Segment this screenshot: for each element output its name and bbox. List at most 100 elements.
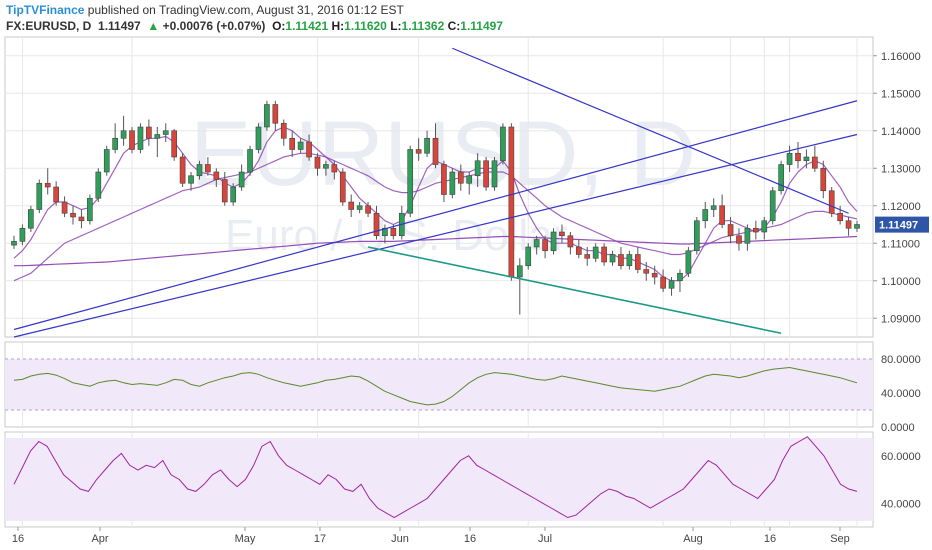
candle-body — [710, 205, 717, 210]
candle-body — [171, 130, 177, 158]
candle-body — [618, 254, 624, 267]
candle-body — [441, 164, 447, 195]
candle-body — [120, 130, 127, 139]
stochastic-tick-label: 0.0000 — [881, 422, 915, 434]
candle-body — [314, 156, 321, 169]
candle-body — [542, 239, 548, 252]
candle-body — [457, 171, 464, 184]
candle-body — [525, 246, 532, 267]
candle-body — [272, 104, 279, 124]
candle-body — [78, 216, 85, 222]
published-text: published on TradingView.com, August 31,… — [84, 3, 404, 17]
candle-body — [601, 246, 607, 263]
candle-body — [196, 164, 203, 177]
y-axis-tick-label: 1.10000 — [881, 276, 921, 288]
candle-body — [786, 152, 793, 165]
candle-body — [660, 276, 666, 289]
x-axis-tick-label: Jun — [391, 533, 409, 545]
y-axis-tick-label: 1.14000 — [881, 126, 921, 138]
candle-body — [702, 209, 709, 222]
x-axis-tick-label: Apr — [91, 533, 108, 545]
symbol-label: FX:EURUSD, D — [6, 19, 92, 33]
candle-body — [643, 269, 650, 274]
x-axis-tick-label: Sep — [830, 533, 850, 545]
x-axis-tick-label: 16 — [12, 533, 24, 545]
candle-body — [559, 231, 565, 237]
up-arrow-icon: ▲ — [147, 19, 160, 33]
open-label: O: — [272, 19, 286, 33]
x-axis-tick-label: 17 — [314, 533, 326, 545]
moving-average-line-ma_slow — [14, 235, 858, 267]
candle-body — [162, 130, 169, 135]
candle-body — [87, 197, 93, 222]
moving-average-line-ma_mid — [13, 152, 858, 282]
last-price-tag — [875, 216, 929, 233]
candle-body — [154, 134, 161, 139]
resistance-trendline — [452, 47, 849, 214]
candle-body — [53, 186, 59, 203]
candle-body — [365, 205, 371, 214]
candle-body — [137, 126, 144, 150]
x-axis-tick-label: May — [235, 533, 256, 545]
candle-body — [280, 122, 287, 139]
candle-body — [744, 227, 751, 244]
candle-body — [769, 190, 776, 222]
resistance-trendline — [13, 100, 858, 331]
candle-body — [820, 167, 827, 192]
candle-body — [44, 182, 51, 188]
candle-body — [803, 156, 810, 162]
low-label: L: — [390, 19, 402, 33]
candle-body — [753, 227, 759, 233]
publisher-name[interactable]: TipTVFinance — [6, 3, 85, 17]
high-value: 1.11620 — [344, 19, 387, 33]
candle-body — [609, 254, 616, 263]
candle-body — [289, 137, 296, 150]
x-axis-tick-label: Aug — [683, 533, 703, 545]
resistance-trendline — [13, 133, 858, 338]
publish-line: TipTVFinance published on TradingView.co… — [6, 3, 404, 17]
candle-body — [677, 272, 683, 282]
candle-body — [255, 126, 262, 150]
rsi-tick-label: 60.0000 — [881, 451, 921, 463]
candle-body — [516, 265, 523, 278]
support-trendline — [367, 246, 782, 335]
stochastic-line — [13, 366, 858, 406]
candle-body — [339, 171, 346, 203]
candle-body — [424, 137, 430, 154]
open-value: 1.11421 — [285, 19, 329, 33]
candle-body — [112, 137, 118, 150]
chart-header: TipTVFinance published on TradingView.co… — [0, 0, 932, 36]
candle-body — [188, 175, 194, 184]
x-axis-tick-label: 16 — [464, 533, 476, 545]
close-value: 1.11497 — [460, 19, 503, 33]
candle-body — [845, 220, 852, 229]
candle-body — [474, 160, 481, 177]
high-label: H: — [331, 19, 345, 33]
candle-body — [179, 156, 186, 184]
candle-body — [449, 171, 456, 195]
last-price: 1.11497 — [98, 19, 141, 33]
candle-body — [331, 164, 338, 173]
close-label: C: — [447, 19, 461, 33]
candle-body — [129, 130, 135, 150]
main-panel — [4, 36, 874, 338]
x-axis-tick-label: 16 — [764, 533, 776, 545]
last-price-tag-label: 1.11497 — [879, 220, 918, 232]
candle-body — [483, 160, 489, 188]
candle-body — [508, 126, 515, 278]
y-axis-tick-label: 1.15000 — [881, 88, 921, 100]
candle-body — [323, 164, 329, 169]
candle-body — [230, 186, 237, 203]
rsi-tick-label: 40.0000 — [881, 498, 921, 510]
candle-body — [500, 126, 506, 162]
candle-body — [575, 246, 582, 255]
candle-body — [19, 227, 26, 242]
x-axis-tick-label: Jul — [538, 533, 552, 545]
candle-body — [11, 241, 17, 246]
candle-body — [264, 104, 270, 128]
candle-body — [247, 149, 253, 173]
y-axis-tick-label: 1.16000 — [881, 51, 921, 63]
candle-body — [761, 220, 768, 233]
candle-body — [306, 141, 312, 158]
